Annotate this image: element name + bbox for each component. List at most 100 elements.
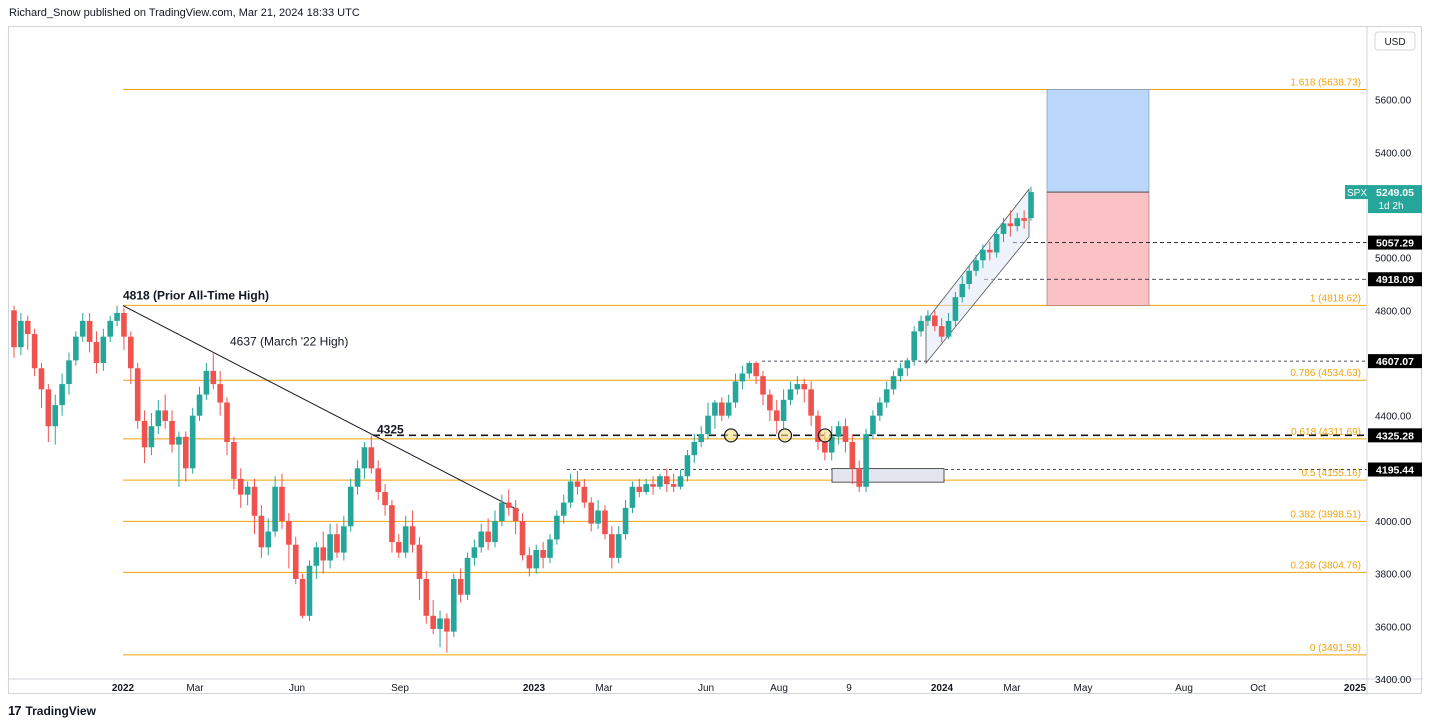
- candle-body[interactable]: [787, 389, 794, 400]
- candle-body[interactable]: [986, 249, 993, 253]
- candle-body[interactable]: [31, 334, 38, 369]
- candle-body[interactable]: [251, 486, 258, 516]
- candle-body[interactable]: [622, 507, 629, 535]
- candle-body[interactable]: [780, 399, 787, 421]
- candle-body[interactable]: [450, 578, 457, 632]
- candle-body[interactable]: [52, 405, 59, 427]
- candle-body[interactable]: [512, 507, 519, 521]
- candle-body[interactable]: [11, 310, 17, 348]
- candle-body[interactable]: [189, 415, 196, 469]
- candle-body[interactable]: [1021, 218, 1027, 221]
- candle-body[interactable]: [746, 363, 753, 374]
- candle-body[interactable]: [430, 615, 436, 629]
- candle-body[interactable]: [155, 410, 162, 427]
- candle-body[interactable]: [1007, 223, 1014, 227]
- candle-body[interactable]: [595, 510, 601, 524]
- candle-body[interactable]: [485, 531, 491, 543]
- candle-body[interactable]: [993, 233, 1000, 253]
- candle-body[interactable]: [980, 249, 986, 261]
- candle-body[interactable]: [354, 468, 361, 487]
- candle-body[interactable]: [698, 434, 704, 442]
- candle-body[interactable]: [237, 478, 244, 495]
- candle-body[interactable]: [890, 376, 897, 390]
- candle-body[interactable]: [59, 384, 65, 406]
- candle-body[interactable]: [244, 486, 251, 495]
- candle-body[interactable]: [753, 363, 759, 377]
- candle-body[interactable]: [361, 447, 368, 469]
- candle-body[interactable]: [712, 402, 718, 416]
- candle-body[interactable]: [327, 534, 333, 561]
- candle-body[interactable]: [93, 341, 100, 363]
- candle-body[interactable]: [45, 389, 52, 427]
- candle-body[interactable]: [196, 394, 203, 416]
- candle-body[interactable]: [828, 436, 835, 453]
- candle-body[interactable]: [499, 502, 505, 521]
- candle-body[interactable]: [444, 618, 450, 632]
- candle-body[interactable]: [959, 284, 966, 298]
- candle-body[interactable]: [725, 402, 732, 416]
- candle-body[interactable]: [162, 410, 168, 421]
- candle-body[interactable]: [1014, 218, 1021, 227]
- candle-body[interactable]: [1028, 192, 1034, 219]
- candle-body[interactable]: [464, 557, 471, 595]
- candle-body[interactable]: [767, 394, 773, 411]
- target-zone[interactable]: [1046, 89, 1150, 193]
- candle-body[interactable]: [863, 434, 869, 487]
- support-zone-box[interactable]: [831, 468, 945, 483]
- candle-body[interactable]: [904, 360, 911, 369]
- candle-body[interactable]: [952, 297, 959, 321]
- candle-body[interactable]: [134, 368, 141, 421]
- candle-body[interactable]: [66, 360, 72, 385]
- candle-body[interactable]: [808, 389, 814, 416]
- candle-body[interactable]: [375, 468, 381, 493]
- candle-body[interactable]: [265, 531, 272, 548]
- candle-body[interactable]: [217, 384, 223, 403]
- candle-body[interactable]: [815, 415, 821, 442]
- price-chart[interactable]: 1.618 (5638.73) 1 (4818.62) 0.786 (4534.63…: [9, 27, 1423, 695]
- candle-body[interactable]: [650, 484, 656, 487]
- candle-body[interactable]: [409, 526, 416, 545]
- candle-body[interactable]: [141, 420, 148, 448]
- candle-body[interactable]: [911, 331, 917, 361]
- candle-body[interactable]: [925, 315, 931, 321]
- candle-body[interactable]: [505, 502, 512, 508]
- candle-body[interactable]: [38, 368, 45, 390]
- candle-body[interactable]: [567, 481, 574, 503]
- candle-body[interactable]: [574, 481, 581, 487]
- candle-body[interactable]: [918, 320, 924, 332]
- candle-body[interactable]: [945, 320, 952, 337]
- currency-selector[interactable]: USD: [1374, 31, 1416, 51]
- candle-body[interactable]: [609, 534, 615, 558]
- candle-body[interactable]: [540, 549, 546, 558]
- candle-body[interactable]: [966, 270, 972, 284]
- currency-box[interactable]: [1374, 31, 1416, 51]
- candle-body[interactable]: [176, 436, 182, 445]
- candle-body[interactable]: [73, 336, 79, 361]
- candle-body[interactable]: [691, 442, 698, 456]
- candle-body[interactable]: [877, 402, 883, 416]
- candle-body[interactable]: [835, 426, 842, 437]
- candle-body[interactable]: [402, 526, 409, 553]
- candle-body[interactable]: [368, 447, 375, 469]
- candle-body[interactable]: [320, 547, 327, 561]
- candle-body[interactable]: [203, 370, 210, 395]
- candle-body[interactable]: [114, 312, 120, 321]
- candle-body[interactable]: [519, 521, 526, 556]
- candle-body[interactable]: [299, 578, 306, 616]
- candle-body[interactable]: [382, 492, 388, 506]
- stop-zone[interactable]: [1046, 191, 1150, 306]
- candle-body[interactable]: [457, 578, 464, 595]
- candle-body[interactable]: [210, 370, 217, 385]
- candle-body[interactable]: [602, 510, 608, 535]
- candle-body[interactable]: [306, 565, 313, 616]
- candle-body[interactable]: [437, 618, 443, 629]
- candle-body[interactable]: [670, 484, 677, 487]
- candle-body[interactable]: [760, 376, 766, 395]
- candle-body[interactable]: [396, 542, 402, 553]
- candle-body[interactable]: [973, 260, 979, 271]
- candle-body[interactable]: [24, 320, 31, 335]
- candle-body[interactable]: [107, 320, 114, 337]
- candle-body[interactable]: [100, 336, 107, 363]
- candle-body[interactable]: [416, 544, 423, 579]
- candle-body[interactable]: [664, 476, 670, 485]
